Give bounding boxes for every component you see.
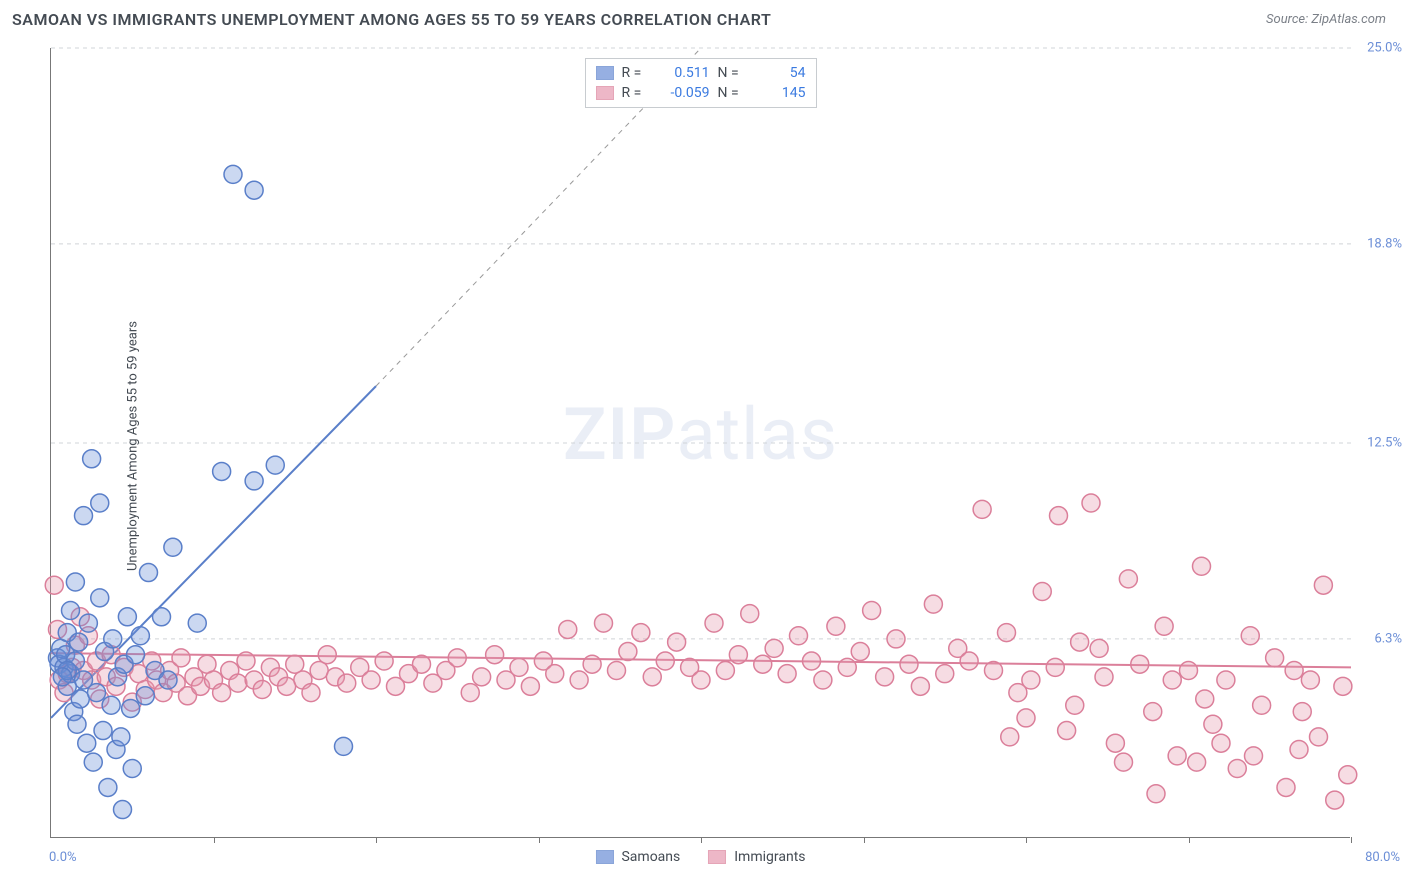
scatter-svg: [51, 48, 1350, 837]
legend: Samoans Immigrants: [595, 849, 805, 865]
x-tick-mark: [376, 837, 377, 843]
stats-row-immigrants: R = -0.059 N = 145: [596, 83, 806, 103]
swatch-samoans: [596, 66, 614, 80]
y-tick-label: 6.3%: [1374, 631, 1402, 646]
swatch-immigrants: [596, 86, 614, 100]
source-attribution: Source: ZipAtlas.com: [1266, 12, 1386, 27]
x-tick-mark: [1026, 837, 1027, 843]
y-tick-label: 18.8%: [1367, 236, 1402, 251]
y-tick-label: 25.0%: [1367, 41, 1402, 56]
plot-area: ZIPatlas 6.3%12.5%18.8%25.0% 0.0% 80.0% …: [50, 48, 1350, 838]
x-tick-mark: [1351, 837, 1352, 843]
chart-title: SAMOAN VS IMMIGRANTS UNEMPLOYMENT AMONG …: [12, 10, 771, 29]
stats-row-samoans: R = 0.511 N = 54: [596, 63, 806, 83]
correlation-stats-box: R = 0.511 N = 54 R = -0.059 N = 145: [585, 58, 817, 108]
x-tick-mark: [214, 837, 215, 843]
swatch-samoans: [595, 850, 613, 864]
x-tick-mark: [864, 837, 865, 843]
x-tick-mark: [1189, 837, 1190, 843]
swatch-immigrants: [708, 850, 726, 864]
x-axis-min-label: 0.0%: [49, 850, 77, 865]
legend-item-samoans: Samoans: [595, 849, 680, 865]
legend-item-immigrants: Immigrants: [708, 849, 805, 865]
x-tick-mark: [539, 837, 540, 843]
x-tick-mark: [701, 837, 702, 843]
x-axis-max-label: 80.0%: [1365, 850, 1400, 865]
y-tick-label: 12.5%: [1367, 436, 1402, 451]
